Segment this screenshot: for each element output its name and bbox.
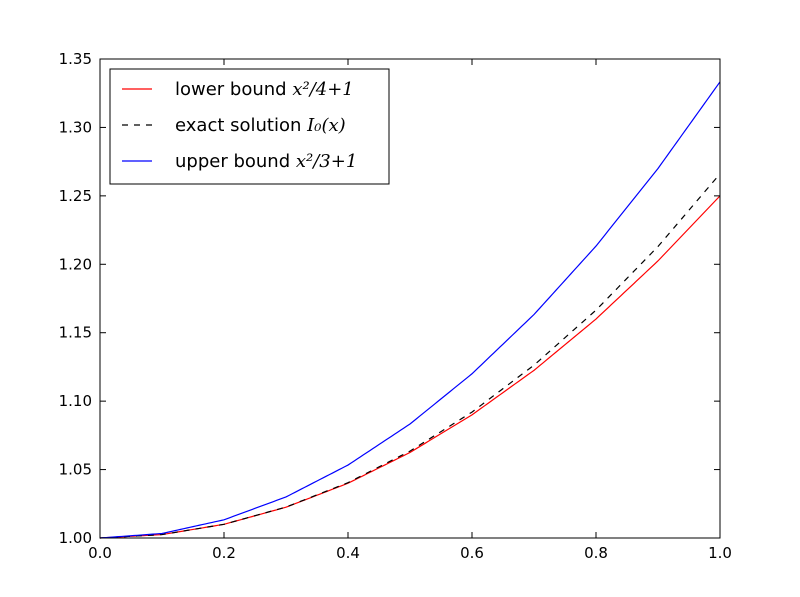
x-tick-label: 1.0 bbox=[708, 544, 732, 562]
y-tick-label: 1.05 bbox=[59, 461, 92, 479]
legend-label-1: exact solution I₀(x) bbox=[175, 115, 346, 136]
x-tick-label: 0.0 bbox=[88, 544, 112, 562]
series-line-1 bbox=[99, 173, 721, 539]
legend-box bbox=[109, 68, 390, 185]
x-tick-label: 0.8 bbox=[584, 544, 608, 562]
series-line-0 bbox=[99, 195, 721, 539]
y-tick-label: 1.30 bbox=[59, 118, 92, 136]
y-tick-label: 1.10 bbox=[59, 392, 92, 410]
legend: lower bound x²/4+1 exact solution I₀(x) up… bbox=[109, 68, 390, 185]
x-tick-label: 0.4 bbox=[336, 544, 360, 562]
y-tick-label: 1.15 bbox=[59, 324, 92, 342]
y-tick-label: 1.25 bbox=[59, 187, 92, 205]
y-tick-label: 1.20 bbox=[59, 255, 92, 273]
y-tick-label: 1.35 bbox=[59, 50, 92, 68]
legend-label-0: lower bound x²/4+1 bbox=[175, 79, 354, 100]
series-layer bbox=[99, 81, 721, 539]
x-tick-label: 0.2 bbox=[212, 544, 236, 562]
series-line-2 bbox=[99, 81, 721, 539]
ticks-layer: 0.0 0.2 0.4 0.6 0.8 1.0 1.00 1.05 1.10 1.15 1.20 1.… bbox=[59, 50, 732, 562]
plot-frame bbox=[99, 58, 721, 539]
y-tick-label: 1.00 bbox=[59, 529, 92, 547]
legend-label-2: upper bound x²/3+1 bbox=[175, 151, 357, 172]
x-tick-label: 0.6 bbox=[460, 544, 484, 562]
